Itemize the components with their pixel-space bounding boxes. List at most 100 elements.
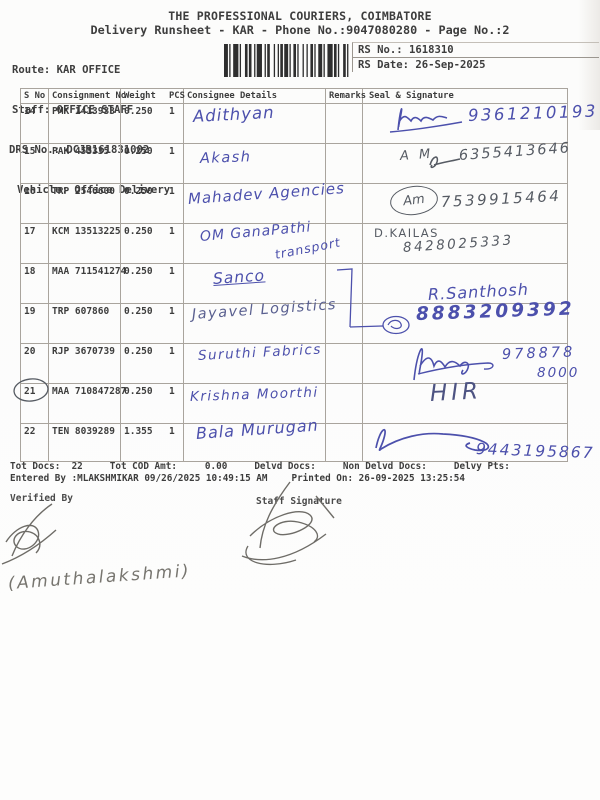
s-no: 17 <box>21 224 49 263</box>
rs-info-box: RS No.: 1618310 RS Date: 26-Sep-2025 <box>352 42 599 72</box>
pcs: 1 <box>161 424 184 461</box>
delvy-pts: Delvy Pts: <box>453 461 510 472</box>
consignee-handwriting: Akash <box>199 149 252 167</box>
consignee-cell <box>184 304 326 343</box>
entered-line: Entered By :MLAKSHMIKAR 09/26/2025 10:49… <box>10 473 465 484</box>
barcode <box>224 44 349 77</box>
route-line: Route: KAR OFFICE <box>12 63 121 76</box>
consignment-no: RJP 3670739 <box>49 344 121 383</box>
pcs: 1 <box>161 264 184 303</box>
tot-docs: Tot Docs: 22 <box>10 461 83 472</box>
remarks-cell <box>326 144 363 183</box>
weight: 0.250 <box>124 266 153 277</box>
consignee-cell <box>184 144 326 183</box>
table-row: 15 PAK 453335 0.250 1 <box>21 144 567 184</box>
col-remarks: Remarks <box>326 89 366 103</box>
weight: 1.355 <box>124 426 153 437</box>
weight: 0.250 <box>124 186 153 197</box>
col-consignee: Consignee Details <box>184 89 326 103</box>
remarks-cell <box>326 264 363 303</box>
page-title: THE PROFESSIONAL COURIERS, COIMBATORE <box>168 9 432 23</box>
consignee-cell <box>184 104 326 143</box>
consignment-no: TRP 2546600 <box>49 184 121 223</box>
delvd-docs: Delvd Docs: <box>254 461 316 472</box>
seal-name-handwriting: D.KAILAS <box>374 226 439 240</box>
s-no: 22 <box>21 424 49 461</box>
signature-scribble <box>389 108 463 133</box>
remarks-cell <box>326 184 363 223</box>
totals-line: Tot Docs: 22 Tot COD Amt: 0.00 Delvd Doc… <box>10 461 510 472</box>
consignment-no: PAK 453335 <box>49 144 121 183</box>
remarks-cell <box>326 224 363 263</box>
consignee-cell <box>184 384 326 423</box>
table-row: 21 MAA 710847287 0.250 1 <box>21 384 567 424</box>
signature-scribble <box>413 348 494 381</box>
consignee-handwriting: Sanco <box>212 266 266 288</box>
vehicle-line: Vehicle: Office Delivery <box>17 184 171 197</box>
verified-signature-scribble <box>1 503 57 565</box>
pcs: 1 <box>161 384 184 423</box>
table-header-row: S No Consignment No Weight PCS Consignee… <box>21 89 567 104</box>
table-row: 17 KCM 13513225 0.250 1 <box>21 224 567 264</box>
remarks-cell <box>326 304 363 343</box>
staff-signature-scribble <box>241 481 335 566</box>
consignment-no: TRP 607860 <box>49 304 121 343</box>
signature-scribble <box>375 428 490 452</box>
rs-no-line: RS No.: 1618310 <box>353 43 599 58</box>
consignee-cell <box>184 184 326 223</box>
weight: 0.250 <box>124 226 153 237</box>
weight: 0.250 <box>124 106 153 117</box>
consignment-no: PMK 1413933 <box>49 104 121 143</box>
consignee-cell <box>184 224 326 263</box>
s-no: 16 <box>21 184 49 223</box>
phone-handwriting-line2: 8000 <box>537 365 580 381</box>
table-row: 20 RJP 3670739 0.250 1 <box>21 344 567 384</box>
signature-scribble <box>429 156 461 169</box>
page-subtitle: Delivery Runsheet - KAR - Phone No.:9047… <box>90 23 510 37</box>
remarks-cell <box>326 104 363 143</box>
consignee-cell <box>184 264 326 303</box>
rs-date-line: RS Date: 26-Sep-2025 <box>358 59 486 71</box>
verified-by-label: Verified By <box>10 493 73 504</box>
drs-no-line: DRS No.: DCJB161831002 <box>9 144 150 157</box>
col-consignment-no: Consignment No <box>49 89 126 103</box>
s-no: 21 <box>21 384 49 423</box>
printed-on: Printed On: 26-09-2025 13:25:54 <box>291 473 465 484</box>
col-seal-signature: Seal & Signature <box>369 91 454 101</box>
non-delvd-docs: Non Delvd Docs: <box>342 461 427 472</box>
pcs: 1 <box>161 224 184 263</box>
consignment-no: KCM 13513225 <box>49 224 121 263</box>
remarks-cell <box>326 384 363 423</box>
pcs: 1 <box>161 184 184 223</box>
runsheet-table: S No Consignment No Weight PCS Consignee… <box>20 88 568 462</box>
pcs: 1 <box>161 344 184 383</box>
phone-handwriting: 978878 <box>501 344 576 363</box>
entered-by: Entered By :MLAKSHMIKAR 09/26/2025 10:49… <box>10 473 268 484</box>
s-no: 19 <box>21 304 49 343</box>
remarks-bracket-scribble <box>336 268 410 335</box>
consignment-no: MAA 710847287 <box>49 384 126 423</box>
weight: 0.250 <box>124 146 153 157</box>
col-s-no: S No <box>21 89 49 103</box>
table-row: 16 TRP 2546600 0.250 1 <box>21 184 567 224</box>
staff-signature-label: Staff Signature <box>256 496 342 507</box>
seal-initials-handwriting: Am <box>402 191 426 210</box>
weight: 0.250 <box>124 306 153 317</box>
s-no: 14 <box>21 104 49 143</box>
s-no: 20 <box>21 344 49 383</box>
consignee-cell <box>184 344 326 383</box>
consignment-no: TEN 8039289 <box>49 424 121 461</box>
consignment-no: MAA 711541274 <box>49 264 126 303</box>
remarks-cell <box>326 344 363 383</box>
table-row: 22 TEN 8039289 1.355 1 <box>21 424 567 461</box>
seal-name-handwriting: HIR <box>429 378 483 407</box>
tot-cod-amt: Tot COD Amt: 0.00 <box>109 461 228 472</box>
s-no: 18 <box>21 264 49 303</box>
staff-line: Staff: OFFICE STAFF <box>12 104 134 117</box>
table-row: 19 TRP 607860 0.250 1 <box>21 304 567 344</box>
remarks-cell <box>326 424 363 461</box>
weight: 0.250 <box>124 346 153 357</box>
consignee-cell <box>184 424 326 461</box>
col-weight: Weight <box>124 91 156 101</box>
